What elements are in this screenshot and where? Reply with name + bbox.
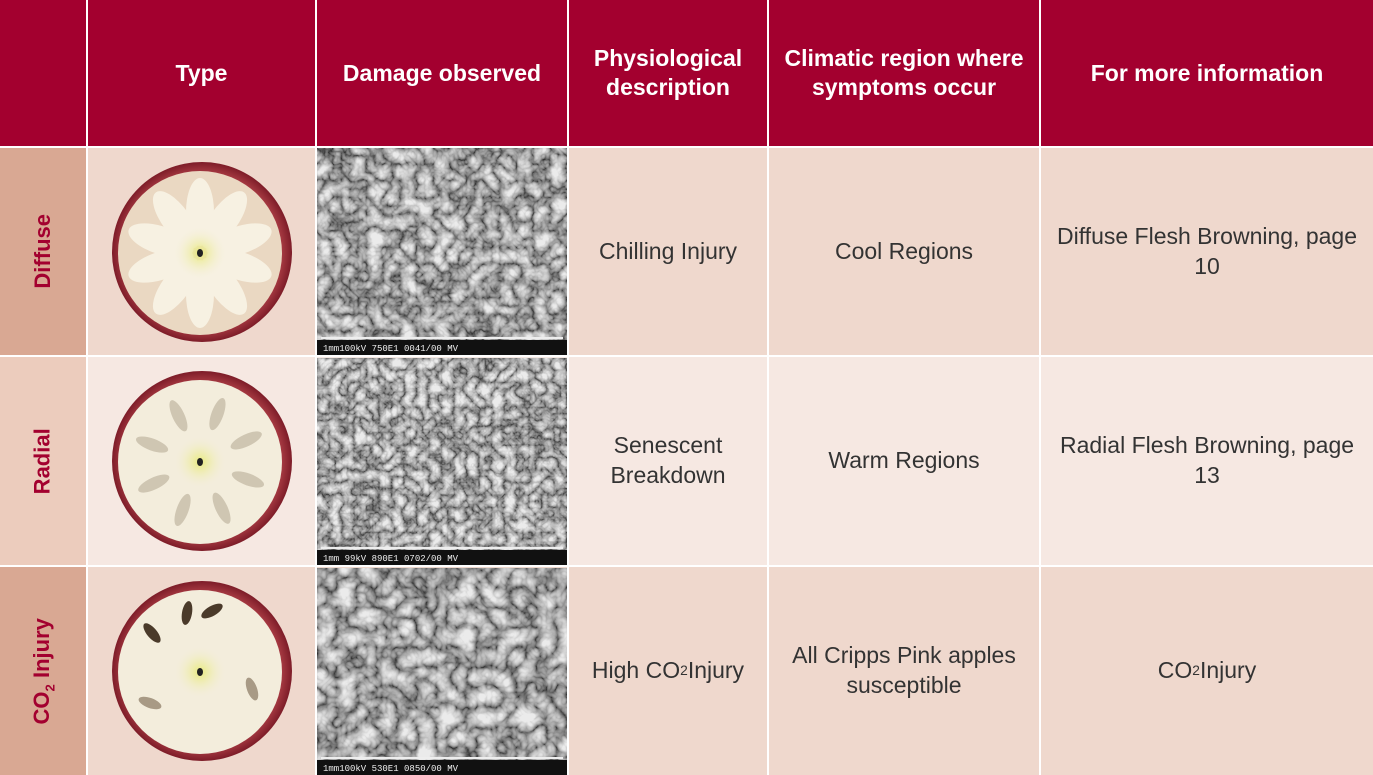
climatic-cell: Cool Regions — [769, 148, 1039, 355]
text-part: Chilling Injury — [598, 237, 738, 264]
seed — [181, 601, 192, 625]
core-hole — [196, 248, 203, 257]
type-cell — [88, 567, 315, 775]
core-hole — [196, 668, 203, 676]
petal — [230, 431, 262, 450]
row-label-text: Radial — [29, 428, 58, 494]
text-part: Injury — [28, 617, 54, 684]
caption: 1mm100kV 530E1 0850/00 MV — [323, 764, 459, 774]
text-part: Diffuse Flesh Browning, page 10 — [1056, 222, 1358, 279]
header-cell: Physiological description — [569, 0, 767, 146]
text-part: Injury — [1199, 657, 1257, 684]
header-cell: Climatic region where symptoms occur — [769, 0, 1039, 146]
seed — [138, 696, 161, 710]
physiological-cell: Senescent Breakdown — [569, 357, 767, 565]
row-label: Diffuse — [0, 148, 86, 355]
text-part: Injury — [687, 657, 745, 684]
apple-drawing — [111, 161, 292, 342]
petal — [137, 474, 169, 493]
text-part: 2 — [680, 663, 688, 679]
header-cell: For more information — [1041, 0, 1373, 146]
core-hole — [196, 458, 203, 466]
petal — [168, 400, 187, 432]
caption-bar — [317, 549, 567, 565]
climatic-cell: All Cripps Pink apples susceptible — [769, 567, 1039, 775]
text-part: Radial — [29, 427, 55, 495]
caption: 1mm100kV 750E1 0041/00 MV — [323, 344, 459, 354]
text-part: CO — [1157, 657, 1193, 684]
micrograph: 1mm100kV 750E1 0041/00 MV — [317, 148, 567, 355]
petal — [231, 471, 264, 488]
petal — [173, 493, 191, 527]
image-cell: 1mm100kV 530E1 0850/00 MV — [317, 567, 567, 775]
image-cell: 1mm 99kV 890E1 0702/00 MV — [317, 357, 567, 565]
text-part: Diffuse — [29, 214, 55, 289]
text-part: CO — [28, 691, 54, 725]
info-cell: Radial Flesh Browning, page 13 — [1041, 357, 1373, 565]
text-part: Radial Flesh Browning, page 13 — [1059, 432, 1355, 488]
header-cell: Type — [88, 0, 315, 146]
text-part: 2 — [42, 683, 58, 692]
seed — [200, 603, 223, 619]
caption-bar — [317, 759, 567, 775]
micrograph: 1mm100kV 530E1 0850/00 MV — [317, 567, 567, 775]
micrograph: 1mm 99kV 890E1 0702/00 MV — [317, 357, 567, 565]
info-cell: Diffuse Flesh Browning, page 10 — [1041, 148, 1373, 355]
micrograph-texture — [317, 567, 567, 775]
petal — [212, 492, 231, 524]
micrograph-texture — [317, 148, 567, 355]
row-label-text: CO2 Injury — [28, 618, 59, 724]
header-corner — [0, 0, 86, 146]
info-cell: CO 2 Injury — [1041, 567, 1373, 775]
micrograph-texture — [317, 357, 567, 565]
row-label: Radial — [0, 357, 86, 565]
type-cell — [88, 148, 315, 355]
caption: 1mm 99kV 890E1 0702/00 MV — [323, 554, 459, 564]
header-cell: Damage observed — [317, 0, 567, 146]
row-label: CO2 Injury — [0, 567, 86, 775]
type-cell — [88, 357, 315, 565]
petal — [135, 436, 168, 453]
seed — [245, 677, 258, 701]
caption-bar — [317, 340, 567, 355]
text-part: High CO — [591, 657, 681, 684]
petal — [208, 397, 226, 431]
row-label-text: Diffuse — [29, 214, 58, 289]
apple-drawing — [111, 371, 292, 551]
seed — [142, 623, 161, 643]
text-part: Senescent Breakdown — [610, 432, 726, 488]
physiological-cell: High CO 2 Injury — [569, 567, 767, 775]
physiological-cell: Chilling Injury — [569, 148, 767, 355]
image-cell: 1mm100kV 750E1 0041/00 MV — [317, 148, 567, 355]
text-part: 2 — [1192, 663, 1200, 679]
climatic-cell: Warm Regions — [769, 357, 1039, 565]
apple-drawing — [111, 581, 292, 761]
